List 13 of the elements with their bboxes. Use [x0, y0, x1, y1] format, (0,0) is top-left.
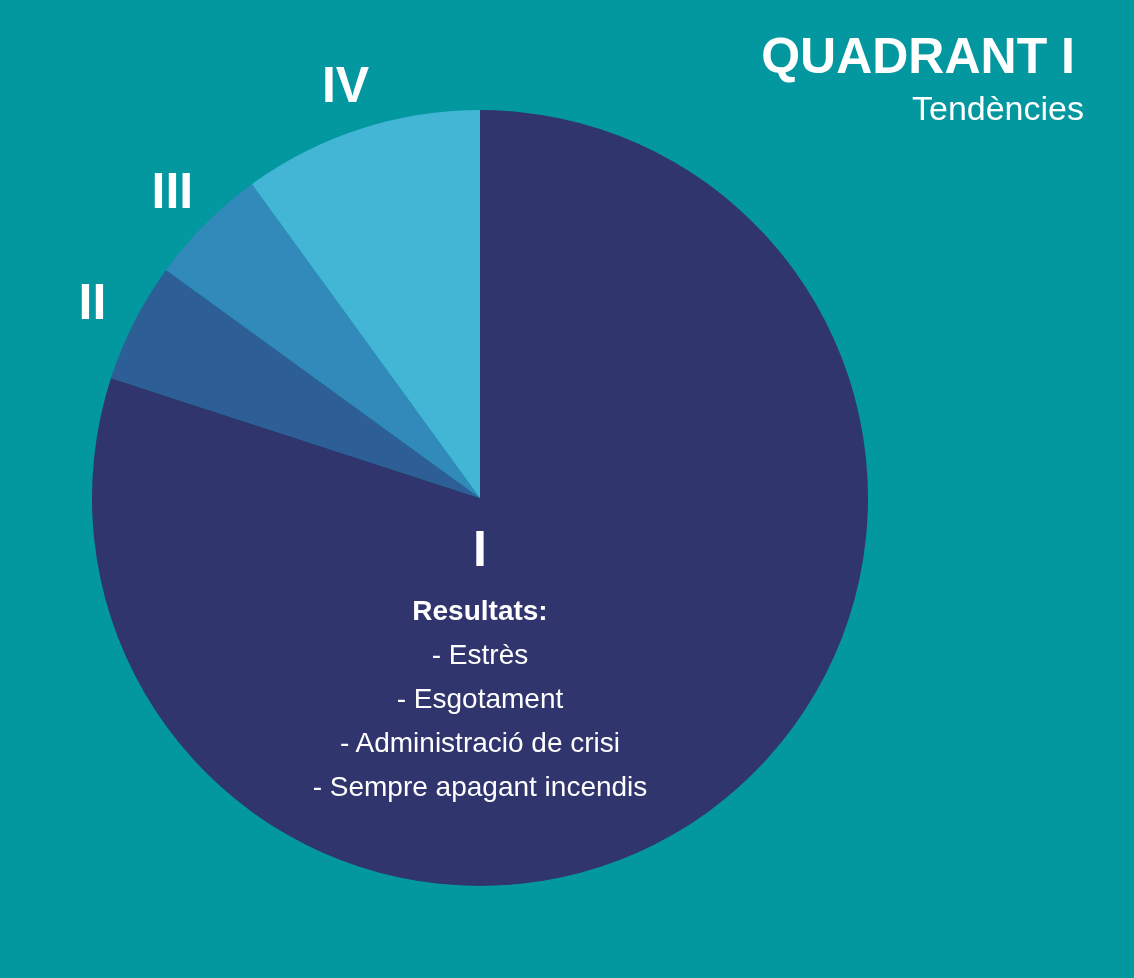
text: Resultats: — [412, 595, 548, 626]
slice-label: IV — [321, 57, 370, 114]
slice-label: II — [78, 273, 107, 330]
slice-label: III — [151, 163, 194, 220]
pie-slice — [251, 110, 480, 498]
text: - Sempre apagant incendis — [312, 771, 648, 802]
text: - Estrès — [431, 639, 529, 670]
pie-slice — [110, 269, 480, 498]
chart-title: QUADRANT I — [761, 28, 1075, 84]
text: Tendències — [911, 89, 1084, 127]
slice-label: I — [473, 521, 487, 577]
text: - Esgotament — [396, 683, 564, 714]
text: - Administració de crisi — [339, 727, 621, 758]
